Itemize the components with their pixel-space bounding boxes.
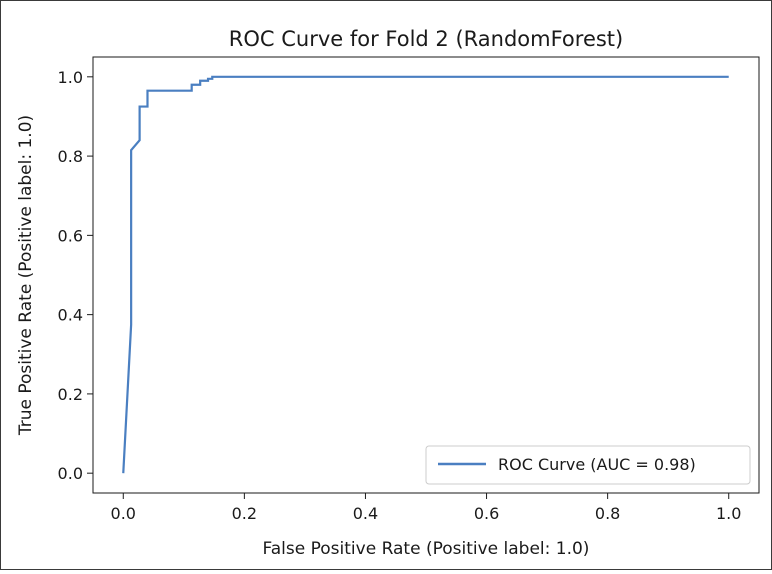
y-tick-label: 0.4 — [58, 306, 83, 325]
x-tick-label: 0.2 — [232, 504, 257, 523]
x-tick-label: 0.6 — [474, 504, 499, 523]
y-tick-label: 0.6 — [58, 226, 83, 245]
y-tick-label: 0.8 — [58, 147, 83, 166]
x-tick-label: 0.8 — [595, 504, 620, 523]
legend-box — [425, 445, 751, 485]
y-axis-label: True Positive Rate (Positive label: 1.0) — [16, 115, 36, 436]
x-axis-ticks: 0.0 0.2 0.4 0.6 0.8 1.0 — [111, 493, 741, 523]
x-tick-label: 1.0 — [716, 504, 741, 523]
roc-curve-line-0 — [122, 75, 729, 474]
x-axis-label: False Positive Rate (Positive label: 1.0… — [263, 539, 590, 559]
chart-title: ROC Curve for Fold 2 (RandomForest) — [229, 27, 623, 51]
y-tick-label: 0.0 — [58, 464, 83, 483]
plot-area — [92, 56, 760, 494]
y-axis-ticks: 0.0 0.2 0.4 0.6 0.8 1.0 — [58, 68, 93, 483]
legend: ROC Curve (AUC = 0.98) — [425, 445, 751, 485]
y-tick-label: 0.2 — [58, 385, 83, 404]
y-tick-label: 1.0 — [58, 68, 83, 87]
legend-label: ROC Curve (AUC = 0.98) — [498, 455, 696, 474]
x-tick-label: 0.0 — [111, 504, 136, 523]
series-layer — [122, 75, 729, 474]
x-tick-label: 0.4 — [353, 504, 378, 523]
